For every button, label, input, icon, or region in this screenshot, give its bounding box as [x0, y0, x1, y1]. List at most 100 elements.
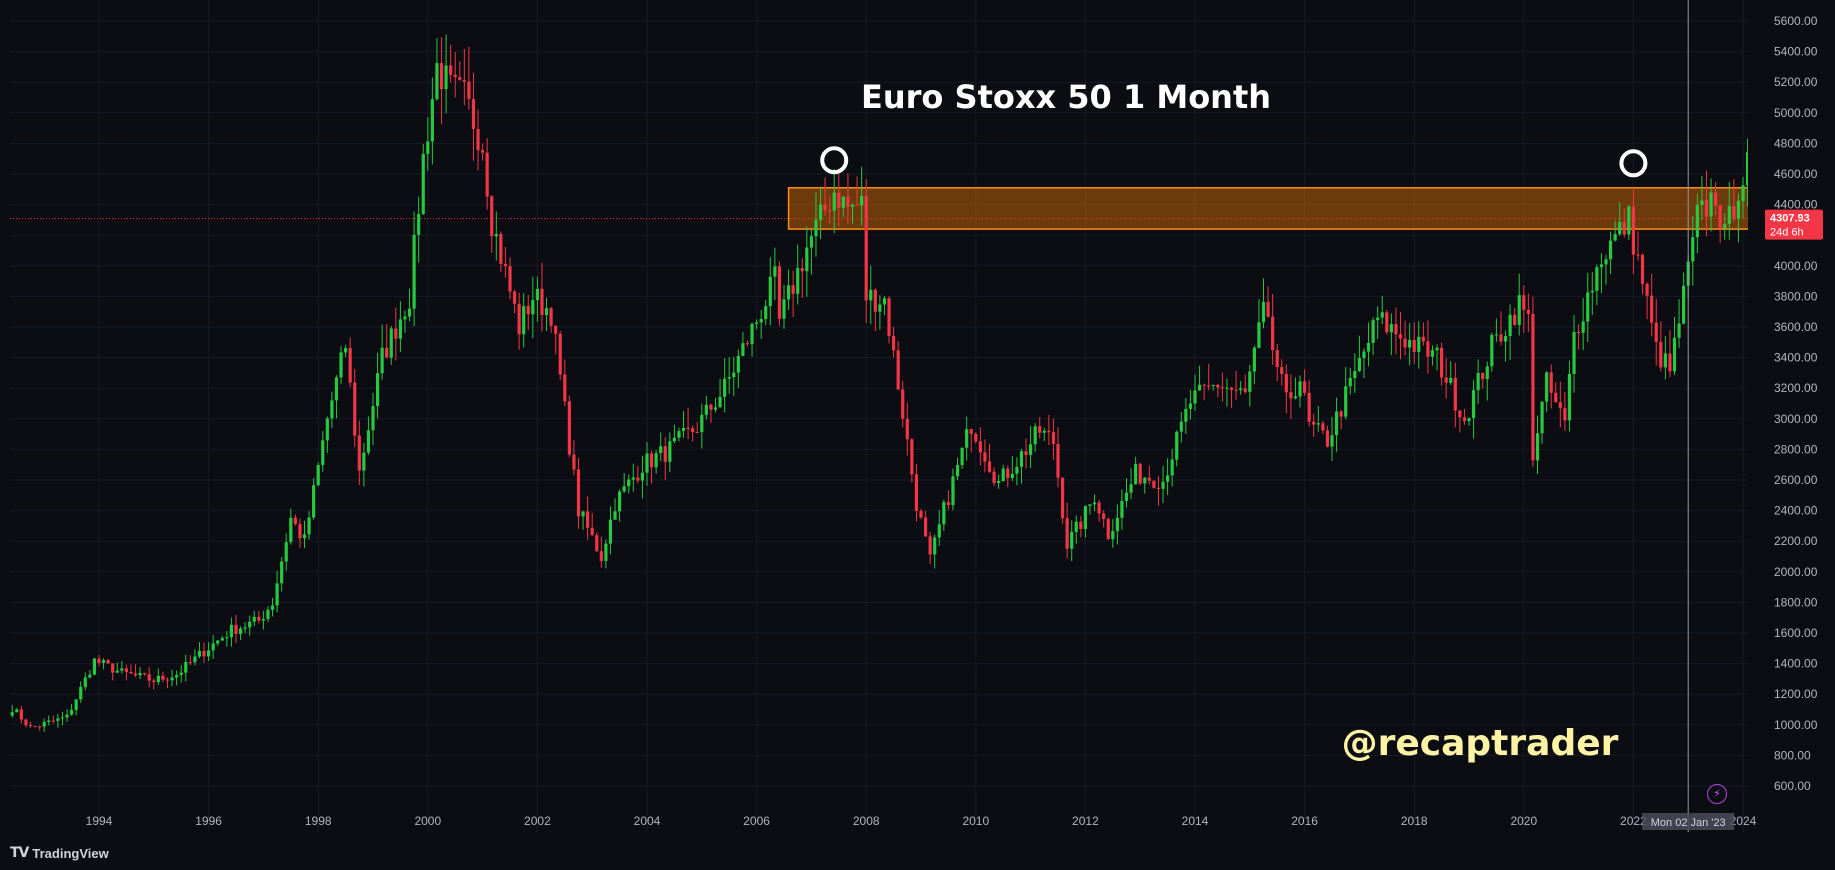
y-tick-label: 2600.00 [1774, 473, 1818, 487]
candle-body [1051, 432, 1056, 444]
candle-body [298, 523, 302, 539]
candle-body [782, 299, 786, 319]
candle-body [375, 373, 380, 407]
candle-body [70, 709, 74, 715]
candle-body [1499, 334, 1503, 342]
candle-body [1417, 336, 1421, 353]
candle-body [467, 81, 471, 99]
candle-body [1563, 408, 1567, 421]
candle-body [398, 319, 402, 339]
candle-body [764, 306, 768, 320]
candle-body [403, 316, 407, 320]
y-tick-label: 3000.00 [1774, 412, 1818, 426]
candle-body [280, 561, 284, 584]
candle-body [1143, 477, 1147, 484]
candle-body [777, 266, 782, 319]
candle-body [581, 511, 585, 517]
candle-body [1709, 192, 1713, 217]
candle-body [1152, 480, 1156, 488]
candle-body [1732, 205, 1736, 219]
bolt-icon[interactable]: ⚡ [1707, 784, 1727, 804]
candle-body [599, 551, 603, 561]
candle-body [101, 660, 106, 663]
candle-body [969, 429, 973, 434]
x-tick-label: 1994 [86, 814, 113, 828]
y-tick-label: 1200.00 [1774, 687, 1818, 701]
price-axis[interactable]: 600.00 800.00 1000.00 1200.00 1400.00 1600.00… [1748, 0, 1835, 870]
candle-body [1070, 531, 1074, 549]
candle-body [275, 583, 279, 606]
candle-body [1033, 426, 1037, 445]
candle-body [668, 441, 672, 462]
candle-body [1490, 335, 1494, 367]
candle-body [649, 453, 654, 468]
candle-body [1636, 254, 1640, 256]
candle-body [590, 527, 594, 536]
candle-body [942, 502, 946, 525]
y-tick-label: 5400.00 [1774, 45, 1818, 59]
candle-body [188, 662, 192, 664]
candle-body [28, 725, 33, 727]
candle-body [613, 511, 617, 520]
candle-body [1736, 200, 1741, 219]
candle-body [923, 517, 928, 537]
candle-body [686, 427, 690, 429]
candle-body [727, 377, 731, 379]
candle-body [394, 328, 398, 339]
candle-body [179, 672, 183, 676]
candle-body [563, 374, 567, 402]
candle-body [1462, 417, 1467, 422]
candle-body [143, 673, 147, 675]
candle-body [1471, 390, 1476, 419]
candle-body [1435, 347, 1439, 351]
candle-body [1330, 435, 1334, 447]
candle-body [1458, 410, 1462, 418]
candle-body [978, 441, 982, 453]
candle-body [544, 308, 549, 315]
y-tick-label: 4800.00 [1774, 136, 1818, 150]
candle-body [165, 679, 170, 681]
candle-body [1618, 222, 1622, 235]
candle-body [855, 204, 859, 206]
candle-body [1581, 321, 1585, 333]
candle-body [1727, 205, 1731, 224]
candle-body [677, 431, 681, 438]
candle-body [1366, 342, 1371, 352]
candle-body [818, 204, 823, 220]
candle-body [238, 628, 243, 634]
candle-body [1741, 185, 1745, 201]
candle-body [334, 377, 339, 401]
candle-body [1225, 387, 1229, 389]
x-tick-label: 2020 [1510, 814, 1537, 828]
candle-body [330, 400, 334, 419]
candle-body [901, 389, 905, 419]
candle-body [832, 192, 836, 211]
candle-body [1453, 377, 1457, 411]
candle-body [10, 712, 14, 716]
crosshair-date: Mon 02 Jan '23 [1651, 817, 1726, 829]
y-tick-label: 1000.00 [1774, 718, 1818, 732]
candle-body [1526, 309, 1530, 314]
candle-body [412, 234, 416, 309]
candle-body [1079, 521, 1083, 530]
time-axis[interactable]: 1994 1996 1998 2000 2002 2004 2006 2008 2010 2012… [0, 814, 1835, 870]
candle-body [828, 210, 832, 212]
candle-body [1714, 192, 1718, 206]
marker-circle [820, 146, 849, 175]
candle-body [1280, 367, 1284, 374]
candle-body [312, 485, 316, 518]
candle-body [1234, 389, 1238, 391]
candle-body [1188, 403, 1193, 409]
candle-body [1344, 386, 1348, 417]
candle-body [535, 288, 539, 301]
candle-body [1170, 459, 1174, 476]
candle-body [965, 429, 969, 448]
candle-body [79, 686, 83, 700]
candle-body [1604, 259, 1608, 265]
tradingview-brand[interactable]: TV TradingView [10, 844, 109, 862]
candle-body [1060, 477, 1065, 519]
candle-body [385, 347, 389, 358]
candle-body [1494, 334, 1498, 336]
